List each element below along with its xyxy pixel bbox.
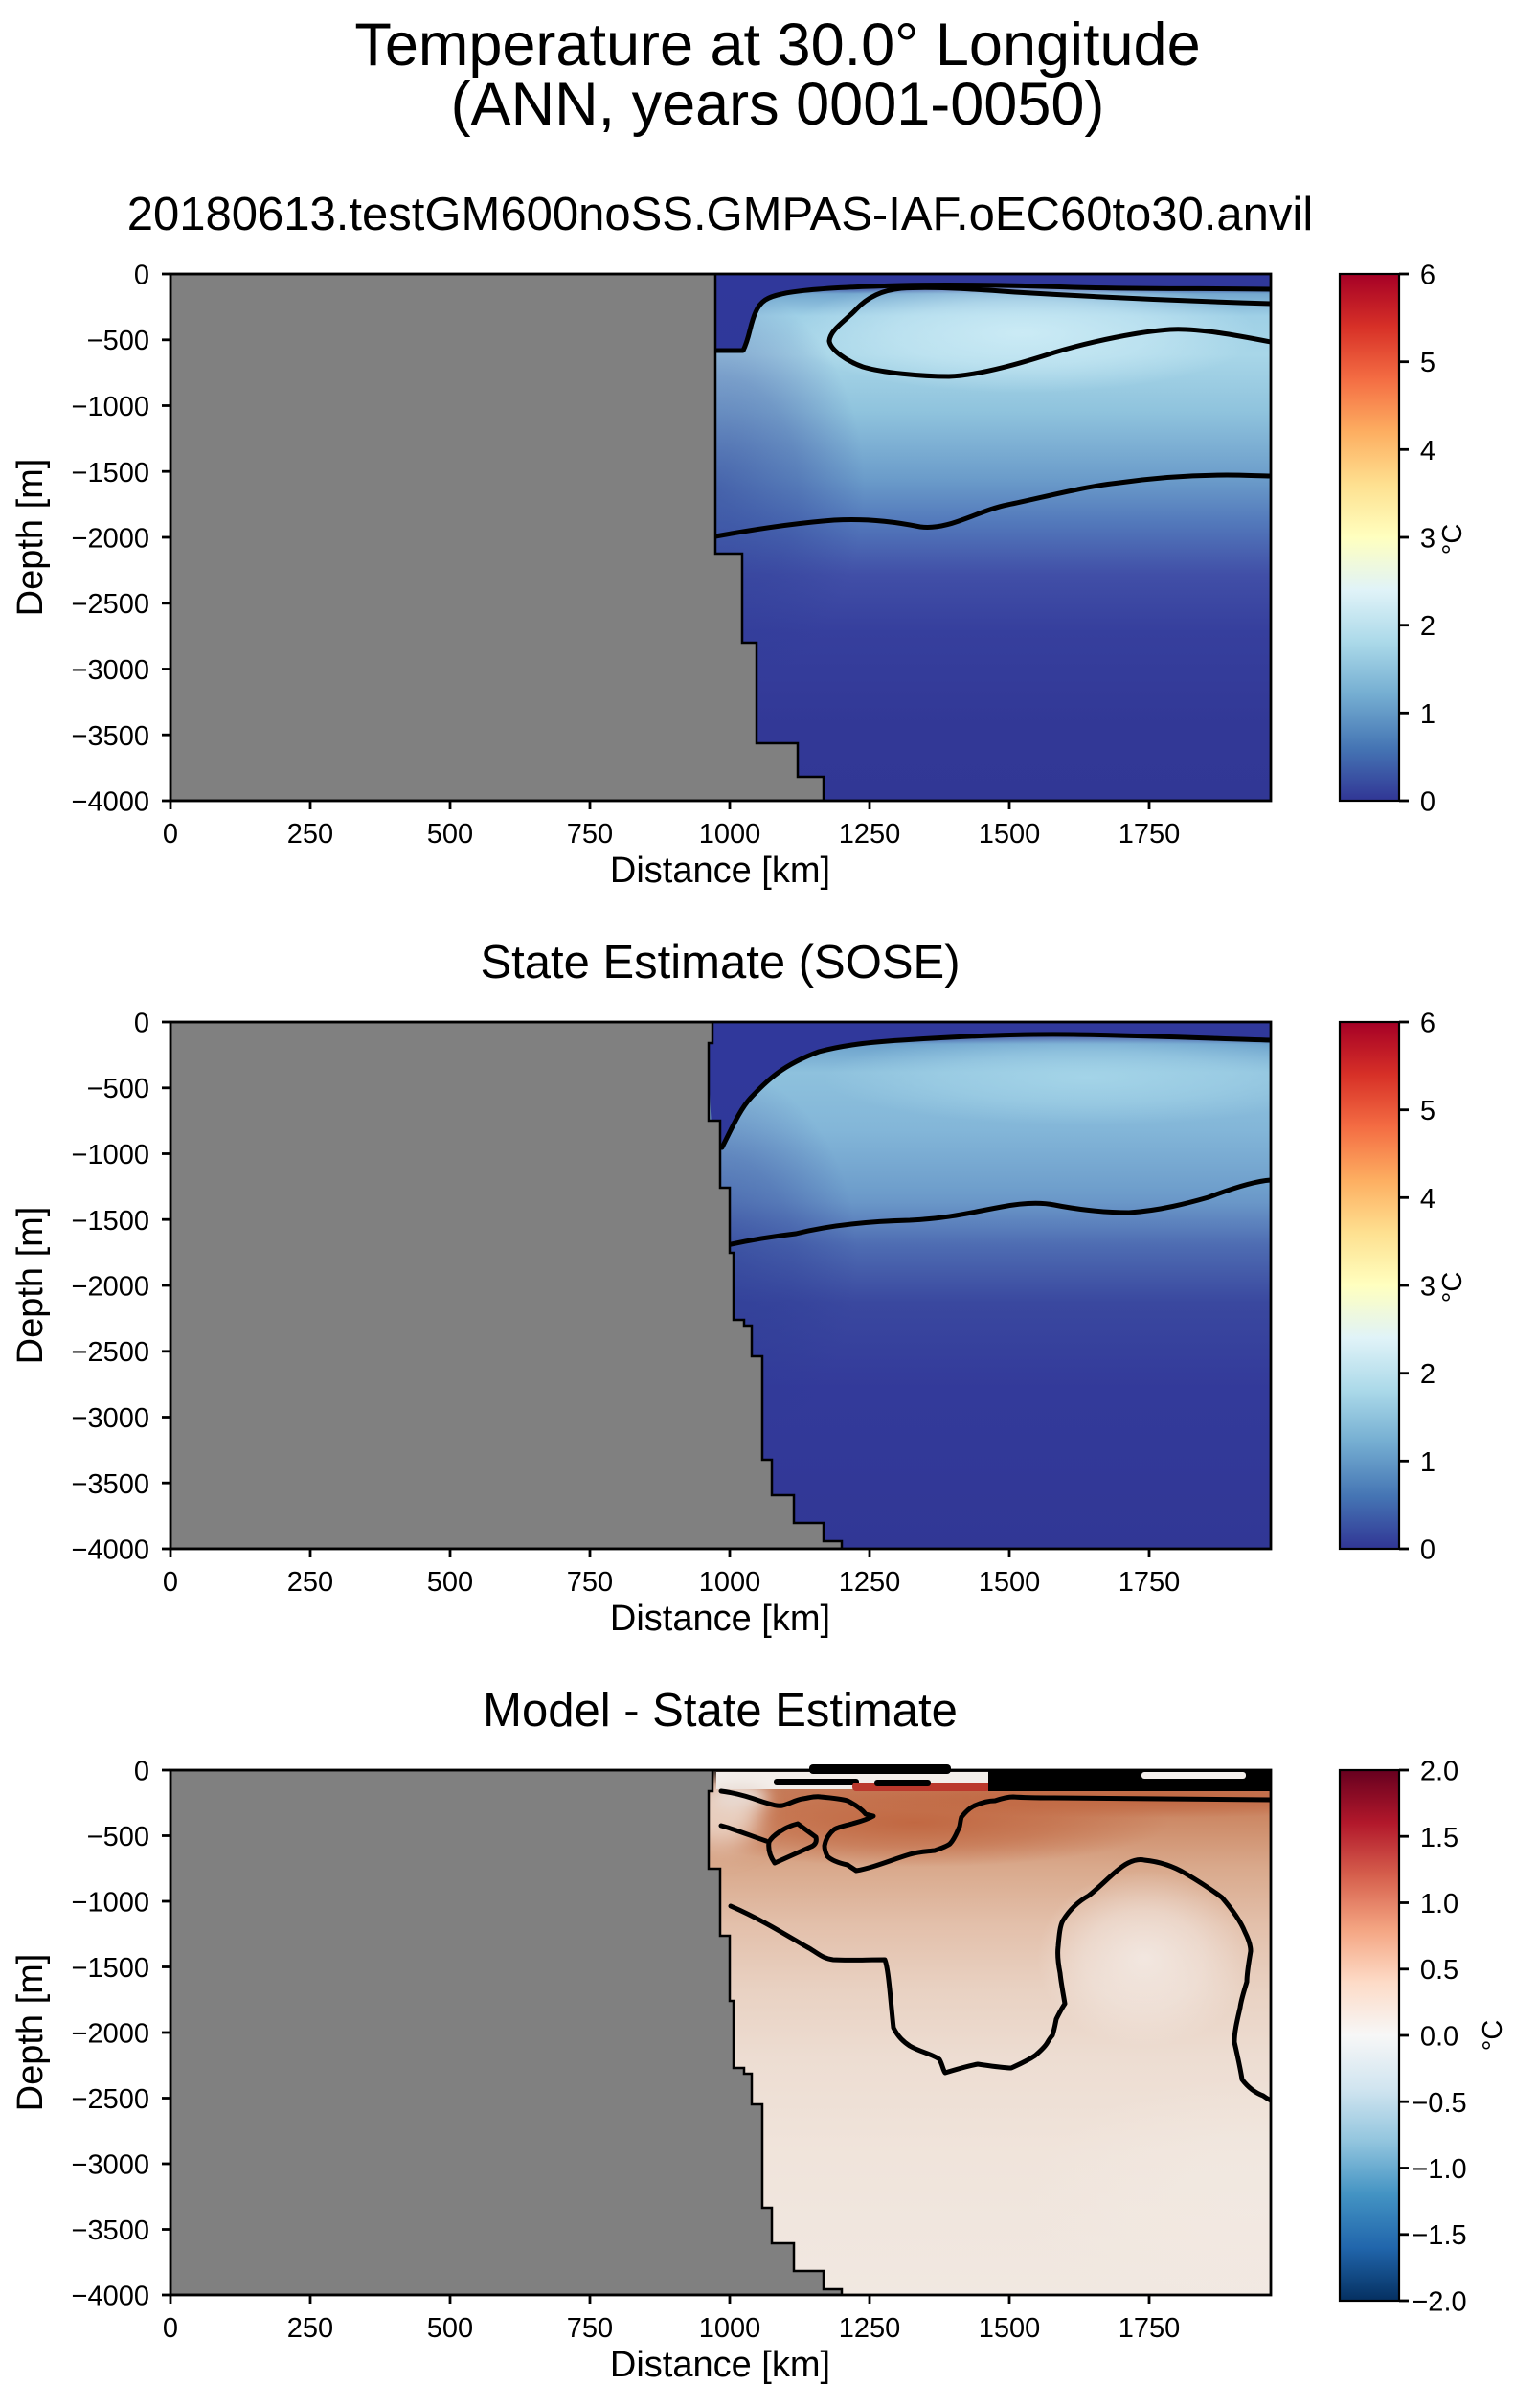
svg-text:1000: 1000	[699, 819, 761, 850]
svg-text:−1000: −1000	[72, 1140, 149, 1170]
svg-text:−1000: −1000	[72, 1888, 149, 1919]
svg-text:−3000: −3000	[72, 1403, 149, 1434]
svg-text:−2500: −2500	[72, 589, 149, 620]
svg-text:−3500: −3500	[72, 2215, 149, 2246]
svg-text:4: 4	[1420, 436, 1435, 466]
svg-text:°C: °C	[1437, 524, 1468, 556]
svg-text:6: 6	[1420, 261, 1435, 291]
svg-text:3: 3	[1420, 1272, 1435, 1303]
svg-text:−4000: −4000	[72, 1535, 149, 1566]
svg-text:2: 2	[1420, 1359, 1435, 1390]
svg-text:3: 3	[1420, 524, 1435, 555]
svg-text:Distance [km]: Distance [km]	[610, 1599, 830, 1639]
svg-text:2: 2	[1420, 611, 1435, 642]
svg-text:1000: 1000	[699, 2313, 761, 2344]
svg-text:0: 0	[134, 1757, 149, 1787]
svg-text:1250: 1250	[839, 2313, 901, 2344]
svg-text:Distance [km]: Distance [km]	[610, 851, 830, 891]
svg-text:Temperature at 30.0° Longitude: Temperature at 30.0° Longitude	[354, 11, 1200, 79]
svg-text:0: 0	[163, 2313, 178, 2344]
svg-text:−3500: −3500	[72, 1469, 149, 1500]
svg-text:500: 500	[427, 1567, 473, 1598]
svg-text:2.0: 2.0	[1420, 1757, 1458, 1787]
svg-text:0: 0	[163, 1567, 178, 1598]
svg-text:1250: 1250	[839, 1567, 901, 1598]
svg-text:−3000: −3000	[72, 2150, 149, 2181]
svg-text:(ANN, years 0001-0050): (ANN, years 0001-0050)	[451, 71, 1105, 138]
svg-text:°C: °C	[1478, 2020, 1508, 2052]
svg-text:Model - State Estimate: Model - State Estimate	[483, 1685, 958, 1737]
svg-text:1500: 1500	[979, 2313, 1041, 2344]
svg-text:1500: 1500	[979, 819, 1041, 850]
svg-text:20180613.testGM600noSS.GMPAS-I: 20180613.testGM600noSS.GMPAS-IAF.oEC60to…	[127, 189, 1313, 240]
svg-text:−0.5: −0.5	[1412, 2088, 1466, 2119]
svg-text:−3500: −3500	[72, 721, 149, 752]
svg-text:750: 750	[567, 1567, 613, 1598]
svg-text:−500: −500	[87, 1822, 149, 1852]
svg-text:1000: 1000	[699, 1567, 761, 1598]
svg-text:1750: 1750	[1119, 2313, 1181, 2344]
svg-text:250: 250	[287, 819, 333, 850]
svg-text:−2500: −2500	[72, 1337, 149, 1368]
svg-text:1250: 1250	[839, 819, 901, 850]
svg-text:1750: 1750	[1119, 819, 1181, 850]
svg-text:−1500: −1500	[72, 1206, 149, 1237]
svg-text:Depth [m]: Depth [m]	[11, 1954, 51, 2112]
svg-text:0: 0	[134, 261, 149, 291]
svg-text:1.0: 1.0	[1420, 1889, 1458, 1920]
svg-text:6: 6	[1420, 1009, 1435, 1039]
svg-text:1: 1	[1420, 1447, 1435, 1478]
svg-text:−500: −500	[87, 326, 149, 356]
svg-text:1500: 1500	[979, 1567, 1041, 1598]
svg-text:−4000: −4000	[72, 2282, 149, 2312]
svg-text:Distance [km]: Distance [km]	[610, 2345, 830, 2385]
svg-text:−1000: −1000	[72, 392, 149, 422]
svg-text:0: 0	[1420, 787, 1435, 818]
svg-text:−3000: −3000	[72, 655, 149, 686]
svg-text:Depth [m]: Depth [m]	[11, 1207, 51, 1365]
svg-text:−4000: −4000	[72, 787, 149, 818]
svg-text:500: 500	[427, 819, 473, 850]
svg-text:500: 500	[427, 2313, 473, 2344]
svg-text:750: 750	[567, 2313, 613, 2344]
svg-text:−1.0: −1.0	[1412, 2154, 1466, 2185]
svg-text:1: 1	[1420, 699, 1435, 730]
svg-text:−2.0: −2.0	[1412, 2287, 1466, 2318]
svg-text:°C: °C	[1437, 1272, 1468, 1304]
svg-text:−2500: −2500	[72, 2084, 149, 2115]
svg-text:0: 0	[163, 819, 178, 850]
svg-text:−2000: −2000	[72, 524, 149, 555]
svg-text:250: 250	[287, 2313, 333, 2344]
svg-text:−1.5: −1.5	[1412, 2220, 1466, 2251]
svg-text:1.5: 1.5	[1420, 1823, 1458, 1853]
svg-text:−1500: −1500	[72, 458, 149, 488]
svg-text:4: 4	[1420, 1184, 1435, 1215]
svg-text:5: 5	[1420, 348, 1435, 378]
svg-text:−2000: −2000	[72, 1272, 149, 1303]
svg-text:250: 250	[287, 1567, 333, 1598]
svg-text:5: 5	[1420, 1096, 1435, 1126]
svg-text:−500: −500	[87, 1074, 149, 1104]
svg-text:0.5: 0.5	[1420, 1955, 1458, 1986]
svg-text:−2000: −2000	[72, 2019, 149, 2050]
svg-text:1750: 1750	[1119, 1567, 1181, 1598]
svg-text:0: 0	[134, 1009, 149, 1039]
svg-text:750: 750	[567, 819, 613, 850]
svg-text:−1500: −1500	[72, 1953, 149, 1984]
svg-text:0.0: 0.0	[1420, 2022, 1458, 2053]
svg-text:0: 0	[1420, 1535, 1435, 1566]
svg-text:State Estimate (SOSE): State Estimate (SOSE)	[480, 937, 960, 988]
svg-text:Depth [m]: Depth [m]	[11, 459, 51, 617]
